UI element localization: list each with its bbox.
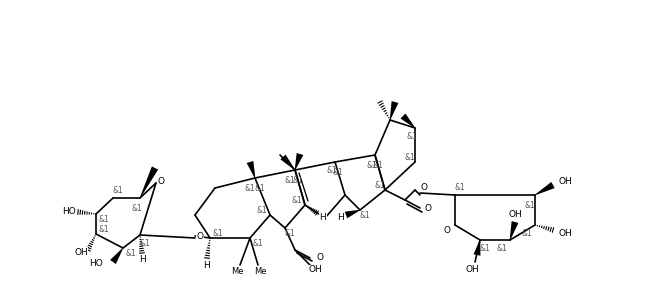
Text: O: O	[158, 176, 165, 185]
Text: &1: &1	[522, 229, 532, 237]
Text: HO: HO	[89, 258, 103, 268]
Text: &1: &1	[327, 165, 337, 175]
Text: &1: &1	[285, 176, 295, 184]
Text: HO: HO	[62, 206, 76, 216]
Text: &1: &1	[480, 244, 490, 253]
Text: &1: &1	[244, 184, 256, 192]
Text: &1: &1	[256, 205, 268, 214]
Text: OH: OH	[508, 209, 522, 218]
Text: &1: &1	[455, 183, 465, 192]
Text: O: O	[424, 204, 432, 213]
Text: &1: &1	[372, 160, 384, 169]
Text: Me: Me	[254, 268, 266, 277]
Text: &1: &1	[333, 168, 343, 176]
Text: &1: &1	[292, 196, 302, 205]
Text: &1: &1	[126, 249, 136, 257]
Polygon shape	[401, 114, 415, 128]
Text: O: O	[444, 225, 451, 234]
Text: &1: &1	[407, 132, 417, 140]
Text: &1: &1	[99, 214, 109, 224]
Text: &1: &1	[366, 160, 378, 169]
Polygon shape	[389, 101, 399, 120]
Text: &1: &1	[405, 152, 415, 161]
Text: &1: &1	[374, 180, 386, 189]
Text: O: O	[316, 253, 324, 262]
Text: H: H	[320, 213, 326, 221]
Text: H: H	[337, 213, 343, 221]
Polygon shape	[295, 153, 303, 170]
Polygon shape	[345, 210, 360, 218]
Polygon shape	[509, 221, 519, 240]
Text: OH: OH	[558, 176, 572, 185]
Text: &1: &1	[285, 229, 295, 237]
Text: &1: &1	[213, 229, 223, 237]
Text: Me: Me	[231, 268, 243, 277]
Text: &1: &1	[293, 176, 303, 184]
Text: &1: &1	[254, 184, 266, 192]
Text: &1: &1	[252, 238, 264, 248]
Text: H: H	[204, 261, 210, 270]
Polygon shape	[535, 182, 555, 195]
Polygon shape	[474, 240, 480, 256]
Text: OH: OH	[308, 265, 322, 274]
Polygon shape	[281, 155, 295, 170]
Text: &1: &1	[132, 204, 142, 213]
Text: &1: &1	[113, 185, 123, 194]
Text: &1: &1	[497, 244, 507, 253]
Text: &1: &1	[140, 238, 150, 248]
Text: &1: &1	[525, 201, 535, 209]
Text: &1: &1	[99, 225, 109, 233]
Text: OH: OH	[558, 229, 572, 237]
Text: O: O	[196, 232, 204, 241]
Polygon shape	[110, 248, 123, 264]
Text: OH: OH	[465, 265, 479, 274]
Polygon shape	[246, 161, 255, 178]
Text: O: O	[420, 183, 428, 192]
Text: OH: OH	[74, 248, 88, 257]
Text: &1: &1	[360, 210, 370, 220]
Text: H: H	[140, 256, 146, 265]
Polygon shape	[140, 166, 158, 198]
